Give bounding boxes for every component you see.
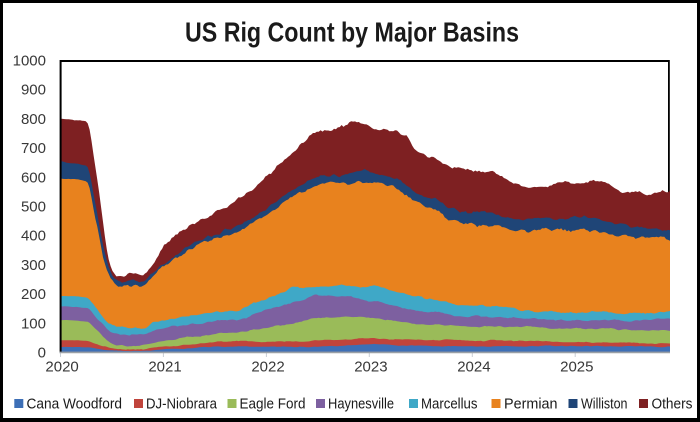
svg-text:600: 600 xyxy=(21,169,46,186)
svg-text:Haynesville: Haynesville xyxy=(328,395,394,412)
svg-text:Marcellus: Marcellus xyxy=(421,395,478,412)
svg-text:Permian: Permian xyxy=(504,395,558,412)
svg-text:2024: 2024 xyxy=(457,358,490,375)
svg-text:Cana Woodford: Cana Woodford xyxy=(27,395,123,412)
svg-text:0: 0 xyxy=(38,345,46,362)
svg-text:Eagle Ford: Eagle Ford xyxy=(240,395,306,412)
svg-text:2020: 2020 xyxy=(45,358,78,375)
svg-text:800: 800 xyxy=(21,111,46,128)
svg-text:700: 700 xyxy=(21,140,46,157)
svg-text:2021: 2021 xyxy=(148,358,181,375)
svg-text:400: 400 xyxy=(21,228,46,245)
svg-text:200: 200 xyxy=(21,286,46,303)
svg-text:2022: 2022 xyxy=(251,358,284,375)
svg-text:Williston: Williston xyxy=(581,395,628,412)
svg-text:US Rig Count by Major Basins: US Rig Count by Major Basins xyxy=(185,17,519,48)
svg-text:100: 100 xyxy=(21,315,46,332)
svg-text:900: 900 xyxy=(21,82,46,99)
svg-text:1000: 1000 xyxy=(13,53,46,70)
svg-text:DJ-Niobrara: DJ-Niobrara xyxy=(146,395,218,412)
svg-text:2023: 2023 xyxy=(354,358,387,375)
svg-text:Others: Others xyxy=(652,395,693,412)
svg-text:300: 300 xyxy=(21,257,46,274)
svg-text:500: 500 xyxy=(21,199,46,216)
svg-text:2025: 2025 xyxy=(560,358,593,375)
